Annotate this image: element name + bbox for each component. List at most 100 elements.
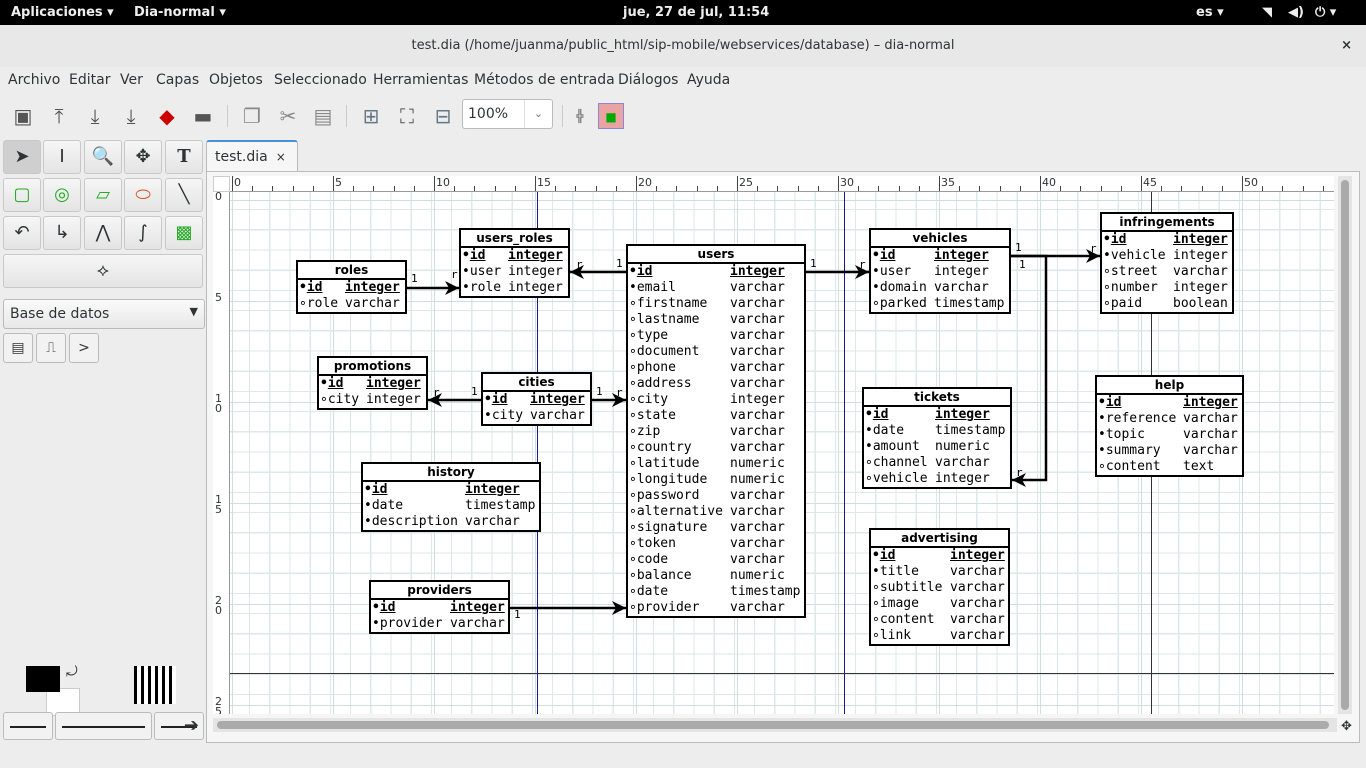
zoom-out-icon[interactable]: ⊟ (434, 104, 452, 128)
menu-seleccionado[interactable]: Seleccionado (274, 72, 367, 88)
table-column[interactable]: •id integer (871, 548, 1008, 564)
table-column[interactable]: ∘state varchar (628, 408, 804, 424)
table-column[interactable]: •role integer (461, 280, 568, 296)
table-column[interactable]: •id integer (1097, 395, 1242, 411)
table-column[interactable]: •id integer (363, 482, 539, 498)
save-icon[interactable]: ⤓ (90, 104, 100, 128)
scroll-tool[interactable]: ✥ (124, 140, 162, 174)
table-column[interactable]: ∘subtitle varchar (871, 580, 1008, 596)
table-promotions[interactable]: promotions •id integer ∘city integer (317, 356, 428, 410)
box-tool[interactable]: ▢ (3, 178, 41, 212)
text-edit-tool[interactable]: I (43, 140, 81, 174)
zoom-combo[interactable]: 100% ⌄ (462, 99, 553, 129)
line-tool[interactable]: ╲ (165, 178, 203, 212)
table-column[interactable]: ∘type varchar (628, 328, 804, 344)
table-column[interactable]: ∘provider varchar (628, 600, 804, 616)
copy-icon[interactable]: ❐ (243, 104, 261, 128)
table-column[interactable]: •vehicle integer (1102, 248, 1232, 264)
table-column[interactable]: ∘role varchar (298, 296, 405, 312)
diagram-canvas[interactable]: 1r1r1r1r1r1r1r1r roles•idinteger∘rolevar… (230, 192, 1334, 714)
table-column[interactable]: •reference varchar (1097, 411, 1242, 427)
clock[interactable]: jue, 27 de jul, 11:54 (623, 5, 770, 20)
horizontal-scrollbar[interactable] (213, 718, 1337, 732)
table-history[interactable]: history •id integer •date timestamp •descript… (361, 462, 541, 532)
ellipse-tool[interactable]: ◎ (43, 178, 81, 212)
app-menu[interactable]: Dia-normal ▾ (134, 5, 226, 20)
zoom-fit-icon[interactable]: ⛶ (400, 104, 414, 128)
pointer-tool[interactable]: ➤ (3, 140, 41, 174)
table-column[interactable]: •id integer (871, 248, 1009, 264)
menu-metodos-entrada[interactable]: Métodos de entrada (474, 72, 615, 88)
menu-editar[interactable]: Editar (69, 72, 111, 88)
table-column[interactable]: ∘lastname varchar (628, 312, 804, 328)
table-column[interactable]: •user integer (871, 264, 1009, 280)
table-column[interactable]: ∘zip varchar (628, 424, 804, 440)
table-vehicles[interactable]: vehicles •id integer •user integer •domain var… (869, 228, 1011, 314)
db-compound-tool[interactable]: > (69, 333, 99, 363)
snap-grid-icon[interactable]: ╬ (576, 109, 584, 123)
language-menu[interactable]: es ▾ (1196, 5, 1224, 20)
table-column[interactable]: •id integer (628, 264, 804, 280)
table-column[interactable]: •id integer (371, 600, 508, 616)
table-roles[interactable]: roles •id integer ∘role varchar (296, 260, 407, 314)
table-column[interactable]: ∘paid boolean (1102, 296, 1232, 312)
table-column[interactable]: ∘link varchar (871, 628, 1008, 644)
bezier-tool[interactable]: ∫ (124, 216, 162, 250)
zigzag-tool[interactable]: ↳ (43, 216, 81, 250)
connection-points-icon[interactable]: ■ (598, 103, 624, 129)
db-table-tool[interactable]: ▤ (3, 333, 33, 363)
table-column[interactable]: ∘token varchar (628, 536, 804, 552)
table-column[interactable]: ∘number integer (1102, 280, 1232, 296)
table-column[interactable]: •id integer (319, 376, 426, 392)
polyline-tool[interactable]: ⋀ (84, 216, 122, 250)
menu-archivo[interactable]: Archivo (8, 72, 61, 88)
table-help[interactable]: help •id integer •reference varchar •topic var… (1095, 375, 1244, 477)
line-width-selector[interactable] (134, 666, 176, 704)
table-providers[interactable]: providers •id integer •provider varchar (369, 580, 510, 634)
db-reference-tool[interactable]: ⎍ (36, 333, 66, 363)
magnify-icon[interactable]: 🔍 (84, 140, 122, 174)
table-column[interactable]: •email varchar (628, 280, 804, 296)
table-column[interactable]: ∘city integer (628, 392, 804, 408)
relation-line[interactable] (1011, 254, 1048, 482)
applications-menu[interactable]: Aplicaciones ▾ (11, 5, 114, 20)
table-cities[interactable]: cities •id integer •city varchar (481, 372, 592, 426)
table-column[interactable]: ∘content varchar (871, 612, 1008, 628)
table-column[interactable]: ∘content text (1097, 459, 1242, 475)
table-users[interactable]: users •id integer •email varchar ∘firstname va… (626, 244, 806, 618)
new-file-icon[interactable]: ▣ (13, 104, 33, 128)
zoom-in-icon[interactable]: ⊞ (362, 104, 380, 128)
save-as-icon[interactable]: ⤓ (126, 104, 136, 128)
table-column[interactable]: •topic varchar (1097, 427, 1242, 443)
table-column[interactable]: •date timestamp (864, 423, 1010, 439)
text-tool[interactable]: T (165, 140, 203, 174)
navigate-icon[interactable]: ✥ (1341, 719, 1352, 734)
arc-tool[interactable]: ↶ (3, 216, 41, 250)
menu-ayuda[interactable]: Ayuda (687, 72, 731, 88)
table-column[interactable]: ∘street varchar (1102, 264, 1232, 280)
table-column[interactable]: •id integer (461, 248, 568, 264)
table-advertising[interactable]: advertising •id integer •title varchar ∘subti… (869, 528, 1010, 646)
end-arrow-selector[interactable]: ➔ (154, 712, 204, 740)
table-column[interactable]: ∘balance numeric (628, 568, 804, 584)
table-column[interactable]: ∘vehicle integer (864, 471, 1010, 487)
image-tool[interactable]: ▩ (165, 216, 203, 250)
wifi-icon[interactable]: ◥ (1262, 5, 1272, 20)
foreground-color[interactable] (26, 666, 60, 692)
table-column[interactable]: ∘signature varchar (628, 520, 804, 536)
beziergon-tool[interactable]: ⬭ (124, 178, 162, 212)
table-column[interactable]: ∘firstname varchar (628, 296, 804, 312)
table-column[interactable]: ∘alternative varchar (628, 504, 804, 520)
background-color[interactable] (46, 688, 80, 716)
table-column[interactable]: •description varchar (363, 514, 539, 530)
table-column[interactable]: •id integer (483, 392, 590, 408)
table-column[interactable]: ∘address varchar (628, 376, 804, 392)
table-column[interactable]: ∘parked timestamp (871, 296, 1009, 312)
menu-dialogos[interactable]: Diálogos (618, 72, 679, 88)
table-column[interactable]: •id integer (298, 280, 405, 296)
close-tab-icon[interactable]: × (275, 150, 286, 164)
cut-icon[interactable]: ✂ (279, 104, 297, 128)
print-icon[interactable]: ▬ (193, 104, 213, 128)
table-column[interactable]: ∘date timestamp (628, 584, 804, 600)
table-column[interactable]: •title varchar (871, 564, 1008, 580)
